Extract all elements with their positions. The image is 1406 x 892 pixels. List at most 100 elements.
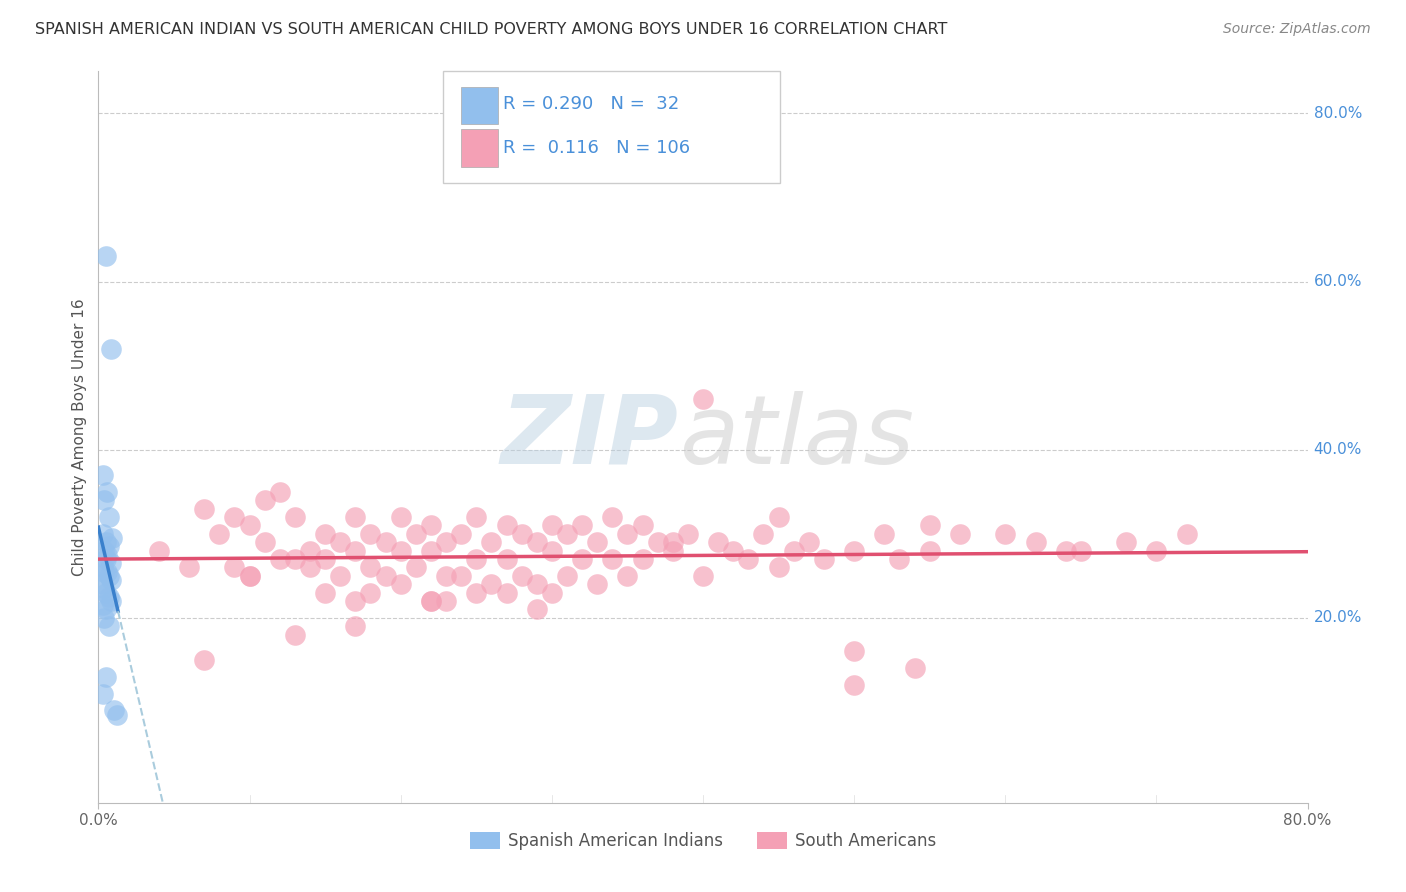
Point <box>100 594 122 608</box>
Point <box>360 526 382 541</box>
Text: 80.0%: 80.0% <box>1313 106 1362 121</box>
Point <box>1115 535 1137 549</box>
Point <box>389 577 412 591</box>
Point <box>94 535 117 549</box>
Point <box>889 552 911 566</box>
Point <box>105 707 128 722</box>
Point <box>91 467 114 482</box>
Point <box>647 535 669 549</box>
Point <box>555 526 578 541</box>
Point <box>314 526 336 541</box>
Point <box>510 569 533 583</box>
Text: 60.0%: 60.0% <box>1313 274 1362 289</box>
Point <box>94 585 117 599</box>
Point <box>420 594 443 608</box>
Point <box>94 602 117 616</box>
Point <box>96 548 118 562</box>
Point <box>692 392 714 407</box>
Point <box>450 569 472 583</box>
Point <box>873 526 896 541</box>
Point <box>344 543 367 558</box>
Point <box>676 526 699 541</box>
Point <box>91 686 114 700</box>
Point <box>314 552 336 566</box>
Point <box>434 569 457 583</box>
Point <box>526 602 548 616</box>
Point <box>661 543 683 558</box>
Point <box>949 526 972 541</box>
Point <box>707 535 730 549</box>
Point <box>844 644 866 658</box>
Point <box>420 543 443 558</box>
Point <box>405 560 427 574</box>
Point <box>844 678 866 692</box>
Point <box>224 510 246 524</box>
Point <box>344 594 367 608</box>
Point <box>797 535 820 549</box>
Point <box>101 531 124 545</box>
Point <box>994 526 1017 541</box>
Point <box>571 552 593 566</box>
Point <box>723 543 745 558</box>
Point <box>239 569 262 583</box>
Point <box>360 560 382 574</box>
Point <box>540 585 562 599</box>
Point <box>661 535 683 549</box>
Point <box>510 526 533 541</box>
Text: 20.0%: 20.0% <box>1313 610 1362 625</box>
Point <box>389 510 412 524</box>
Point <box>768 510 790 524</box>
Point <box>98 510 121 524</box>
Point <box>96 484 118 499</box>
Point <box>631 518 654 533</box>
Point <box>465 585 488 599</box>
Point <box>314 585 336 599</box>
Point <box>405 526 427 541</box>
Point <box>1054 543 1077 558</box>
Point <box>329 569 352 583</box>
Point <box>586 535 609 549</box>
Point <box>239 569 262 583</box>
Point <box>540 543 562 558</box>
Point <box>91 577 114 591</box>
Y-axis label: Child Poverty Among Boys Under 16: Child Poverty Among Boys Under 16 <box>72 298 87 576</box>
Point <box>434 535 457 549</box>
Point <box>526 535 548 549</box>
Point <box>374 569 396 583</box>
Legend: Spanish American Indians, South Americans: Spanish American Indians, South American… <box>463 825 943 856</box>
Point <box>91 526 114 541</box>
Point <box>616 569 638 583</box>
Point <box>98 619 121 633</box>
Point <box>239 518 262 533</box>
Point <box>344 619 367 633</box>
Point <box>555 569 578 583</box>
Point <box>752 526 775 541</box>
Point <box>299 560 322 574</box>
Point <box>93 543 115 558</box>
Point <box>284 552 307 566</box>
Point <box>481 535 503 549</box>
Point <box>93 493 115 508</box>
Point <box>98 590 121 604</box>
Point <box>586 577 609 591</box>
Point <box>918 543 941 558</box>
Point <box>193 501 215 516</box>
Point <box>526 577 548 591</box>
Point <box>284 627 307 641</box>
Point <box>299 543 322 558</box>
Point <box>94 552 117 566</box>
Point <box>96 565 118 579</box>
Point <box>100 342 122 356</box>
Point <box>91 560 114 574</box>
Point <box>360 585 382 599</box>
Point <box>269 484 291 499</box>
Point <box>100 573 122 587</box>
Point <box>98 569 121 583</box>
Text: ZIP: ZIP <box>501 391 679 483</box>
Point <box>631 552 654 566</box>
Point <box>224 560 246 574</box>
Point <box>918 518 941 533</box>
Point <box>450 526 472 541</box>
Point <box>692 569 714 583</box>
Point <box>1070 543 1092 558</box>
